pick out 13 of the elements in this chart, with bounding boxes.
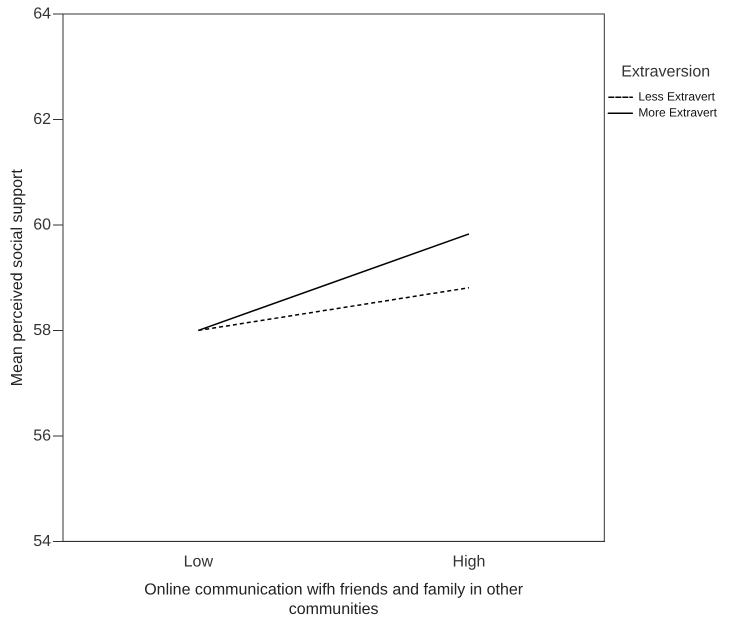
y-tick-label: 62 [33,110,52,128]
y-tick-label: 60 [33,216,52,234]
x-axis-title: Online communication wifh friends and family in other communities [144,582,524,618]
legend-label: Less Extravert [638,90,716,104]
y-tick-label: 64 [33,5,52,22]
y-tick-label: 58 [33,322,52,339]
y-axis-title: Mean perceived social support [9,168,26,386]
y-tick-label: 56 [33,427,52,444]
y-tick-label: 54 [33,532,52,550]
legend-title: Extraversion [621,63,710,80]
legend-label: More Extravert [638,106,718,120]
x-tick-label: High [452,553,486,570]
x-tick-label: Low [184,553,214,570]
